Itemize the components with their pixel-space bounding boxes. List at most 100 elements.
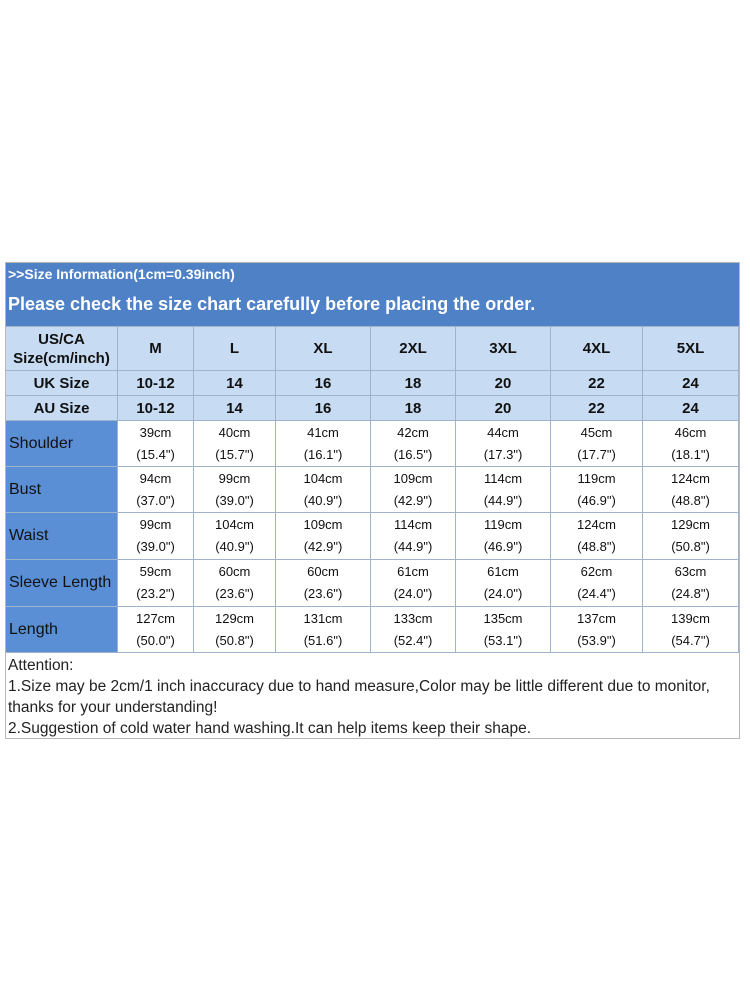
- inch-value: (53.1"): [483, 632, 523, 648]
- size-value: 14: [194, 371, 276, 396]
- measure-cell: 109cm (42.9"): [276, 513, 371, 560]
- inch-value: (16.5"): [393, 446, 433, 462]
- inch-value: (50.8"): [215, 632, 254, 648]
- cm-value: 61cm: [487, 564, 519, 579]
- measure-cell: 63cm (24.8"): [643, 560, 739, 607]
- measure-cell: 45cm (17.7"): [551, 421, 643, 467]
- measure-cell: 114cm (44.9"): [371, 513, 456, 560]
- inch-value: (42.9"): [393, 492, 433, 508]
- measure-cell: 60cm (23.6"): [276, 560, 371, 607]
- measure-cell: 114cm (44.9"): [456, 467, 551, 513]
- inch-value: (52.4"): [393, 632, 433, 648]
- inch-value: (46.9"): [577, 492, 616, 508]
- measure-label: Sleeve Length: [6, 560, 118, 607]
- inch-value: (42.9"): [303, 539, 343, 554]
- measure-cell: 42cm (16.5"): [371, 421, 456, 467]
- inch-value: (24.4"): [577, 586, 616, 601]
- size-chart: >>Size Information(1cm=0.39inch) Please c…: [5, 262, 740, 739]
- size-value: 24: [643, 371, 739, 396]
- measure-cell: 40cm (15.7"): [194, 421, 276, 467]
- inch-value: (39.0"): [215, 492, 254, 508]
- measure-cell: 139cm (54.7"): [643, 607, 739, 653]
- size-row-label: UK Size: [6, 371, 118, 396]
- measure-cell: 133cm (52.4"): [371, 607, 456, 653]
- inch-value: (17.7"): [577, 446, 616, 462]
- measure-cell: 61cm (24.0"): [371, 560, 456, 607]
- size-value: 22: [551, 371, 643, 396]
- cm-value: 124cm: [670, 470, 711, 486]
- inch-value: (17.3"): [483, 446, 523, 462]
- measure-cell: 94cm (37.0"): [118, 467, 194, 513]
- size-value: 20: [456, 396, 551, 421]
- inch-value: (23.2"): [136, 586, 175, 601]
- measure-label: Length: [6, 607, 118, 653]
- cm-value: 62cm: [580, 564, 613, 579]
- cm-value: 129cm: [670, 517, 711, 532]
- inch-value: (50.0"): [136, 632, 175, 648]
- measure-cell: 135cm (53.1"): [456, 607, 551, 653]
- inch-value: (15.4"): [136, 446, 175, 462]
- measure-cell: 46cm (18.1"): [643, 421, 739, 467]
- cm-value: 124cm: [576, 517, 617, 532]
- measure-cell: 104cm (40.9"): [194, 513, 276, 560]
- cm-value: 40cm: [218, 424, 251, 440]
- measure-cell: 119cm (46.9"): [551, 467, 643, 513]
- cm-value: 63cm: [674, 564, 707, 579]
- inch-value: (24.0"): [393, 586, 433, 601]
- size-row-label: AU Size: [6, 396, 118, 421]
- measure-cell: 60cm (23.6"): [194, 560, 276, 607]
- inch-value: (44.9"): [393, 539, 433, 554]
- inch-value: (50.8"): [671, 539, 710, 554]
- cm-value: 42cm: [397, 424, 429, 440]
- cm-value: 137cm: [576, 610, 617, 626]
- size-value: 22: [551, 396, 643, 421]
- measure-cell: 99cm (39.0"): [194, 467, 276, 513]
- inch-value: (15.7"): [215, 446, 254, 462]
- size-header: M: [118, 327, 194, 371]
- size-value: 10-12: [118, 371, 194, 396]
- cm-value: 99cm: [218, 470, 251, 486]
- cm-value: 119cm: [577, 470, 616, 486]
- inch-value: (54.7"): [671, 632, 710, 648]
- cm-value: 94cm: [139, 470, 172, 486]
- measure-cell: 59cm (23.2"): [118, 560, 194, 607]
- cm-value: 39cm: [139, 424, 172, 440]
- cm-value: 60cm: [218, 564, 251, 579]
- cm-value: 114cm: [483, 470, 523, 486]
- cm-value: 46cm: [674, 424, 707, 440]
- info-subtitle: Please check the size chart carefully be…: [6, 285, 739, 327]
- size-value: 18: [371, 371, 456, 396]
- cm-value: 59cm: [139, 564, 172, 579]
- cm-value: 133cm: [393, 610, 433, 626]
- cm-value: 41cm: [307, 424, 339, 440]
- inch-value: (24.8"): [671, 586, 710, 601]
- size-header: XL: [276, 327, 371, 371]
- measure-cell: 137cm (53.9"): [551, 607, 643, 653]
- size-header: 4XL: [551, 327, 643, 371]
- size-value: 18: [371, 396, 456, 421]
- cm-value: 139cm: [670, 610, 711, 626]
- measure-cell: 104cm (40.9"): [276, 467, 371, 513]
- cm-value: 131cm: [303, 610, 343, 626]
- size-header: L: [194, 327, 276, 371]
- inch-value: (16.1"): [303, 446, 343, 462]
- cm-value: 109cm: [393, 470, 433, 486]
- measure-label: Bust: [6, 467, 118, 513]
- inch-value: (18.1"): [671, 446, 710, 462]
- cm-value: 129cm: [214, 610, 255, 626]
- inch-value: (46.9"): [483, 539, 523, 554]
- inch-value: (44.9"): [483, 492, 523, 508]
- inch-value: (40.9"): [215, 539, 254, 554]
- cm-value: 104cm: [214, 517, 255, 532]
- size-value: 16: [276, 396, 371, 421]
- measure-cell: 62cm (24.4"): [551, 560, 643, 607]
- inch-value: (23.6"): [215, 586, 254, 601]
- note-line: 1.Size may be 2cm/1 inch inaccuracy due …: [8, 678, 710, 716]
- cm-value: 44cm: [487, 424, 519, 440]
- measure-cell: 131cm (51.6"): [276, 607, 371, 653]
- measure-cell: 44cm (17.3"): [456, 421, 551, 467]
- us-size-header: US/CA Size(cm/inch): [6, 327, 118, 371]
- inch-value: (40.9"): [303, 492, 343, 508]
- measure-cell: 119cm (46.9"): [456, 513, 551, 560]
- cm-value: 61cm: [397, 564, 429, 579]
